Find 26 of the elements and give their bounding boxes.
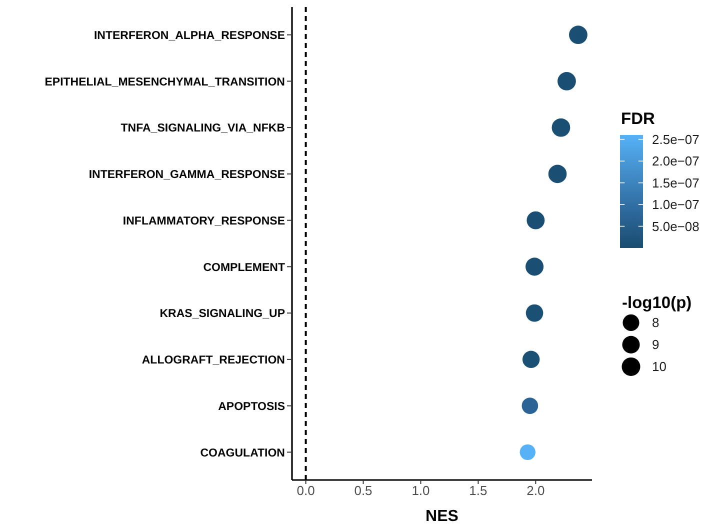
y-tick-label: TNFA_SIGNALING_VIA_NFKB: [120, 122, 285, 135]
color-bar-label: 2.0e−07: [652, 154, 700, 169]
y-tick-label: INFLAMMATORY_RESPONSE: [122, 215, 286, 228]
x-tick-label: 2.0: [526, 483, 545, 498]
y-tick-label: APOPTOSIS: [218, 400, 286, 413]
legend-label: 9: [652, 337, 660, 352]
x-tick-label: 1.5: [469, 483, 488, 498]
x-tick-label: 1.0: [412, 483, 430, 498]
legend-label: 10: [652, 359, 666, 374]
legend-title: -log10(p): [622, 294, 692, 312]
y-tick-label: COMPLEMENT: [203, 262, 285, 274]
x-tick-label: 0.5: [354, 483, 372, 498]
x-axis-title: NES: [426, 508, 459, 525]
color-bar-label: 5.0e−08: [652, 218, 700, 234]
legend-label: 8: [652, 315, 660, 330]
y-tick-label: INTERFERON_ALPHA_RESPONSE: [94, 30, 286, 42]
y-tick-label: EPITHELIAL_MESENCHYMAL_TRANSITION: [44, 76, 285, 88]
y-tick-label: COAGULATION: [200, 447, 285, 460]
color-bar-label: 2.5e−07: [652, 132, 700, 147]
color-bar-label: 1.0e−07: [652, 197, 700, 212]
color-bar-label: 1.5e−07: [652, 175, 700, 190]
y-tick-label: INTERFERON_GAMMA_RESPONSE: [88, 169, 286, 182]
y-tick-label: KRAS_SIGNALING_UP: [160, 308, 286, 320]
y-tick-label: ALLOGRAFT_REJECTION: [142, 354, 285, 367]
color-bar-title: FDR: [621, 110, 655, 128]
x-tick-label: 0.0: [296, 483, 315, 498]
